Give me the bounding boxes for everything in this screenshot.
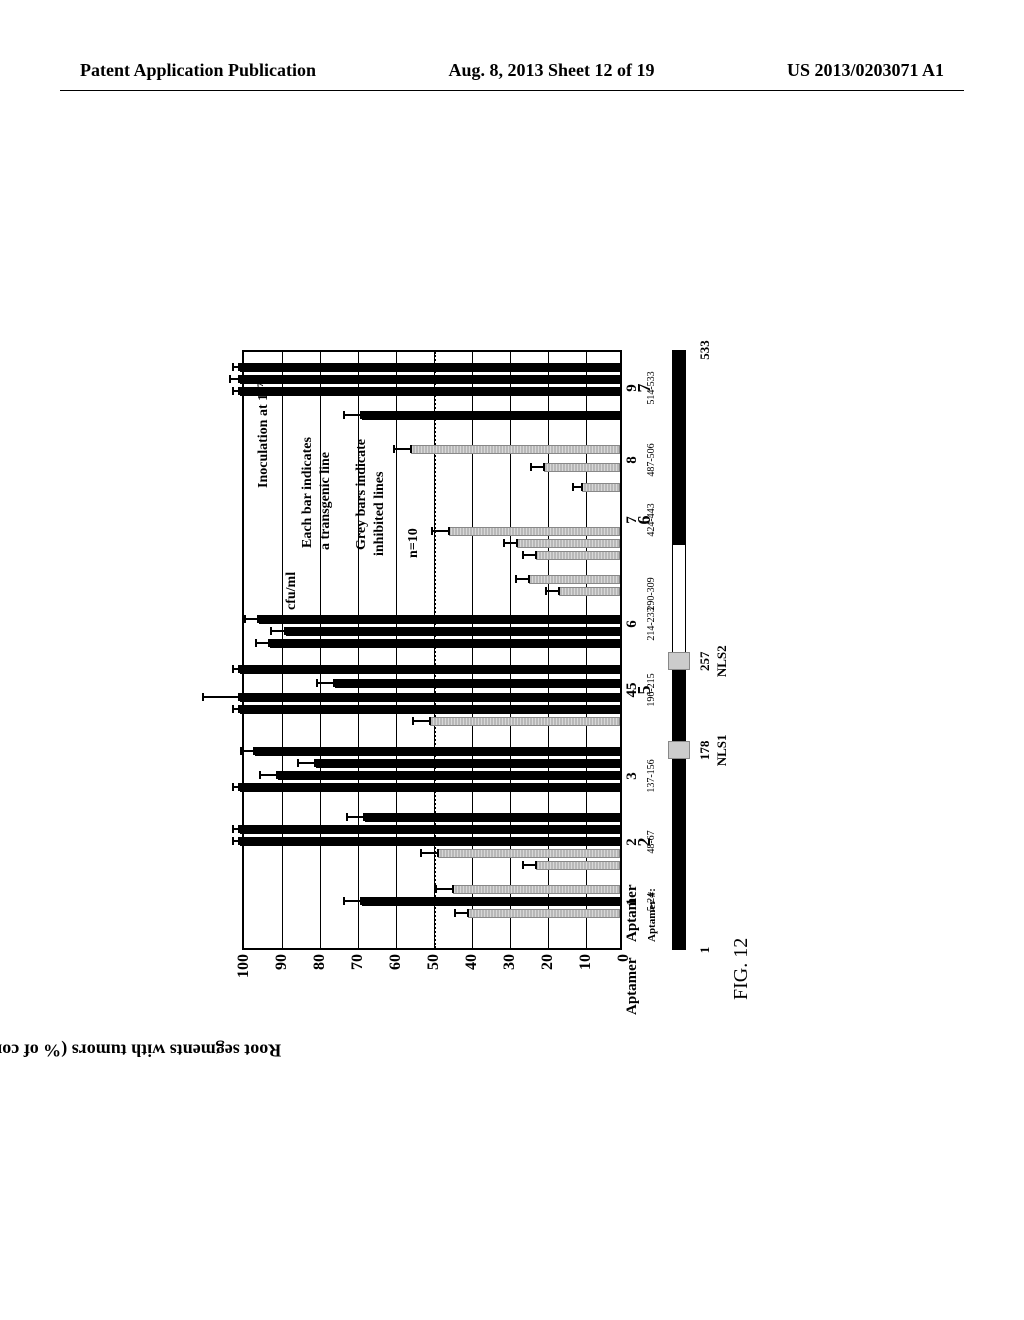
data-bar (438, 849, 620, 858)
aptamer-range: 487-506 (646, 443, 657, 476)
data-bar (316, 759, 620, 768)
data-bar (536, 551, 620, 560)
data-bar (362, 897, 620, 906)
data-bar (411, 445, 620, 454)
header-left: Patent Application Publication (80, 60, 316, 81)
y-tick-label: 80 (311, 954, 329, 970)
aptamer-range: 290-309 (646, 577, 657, 610)
nls-region (668, 741, 690, 759)
data-bar (259, 615, 620, 624)
data-bar (517, 539, 620, 548)
chart-plot-area: 0102030405060708090100Inoculation at 10⁷… (242, 350, 622, 950)
protein-position: 1 (697, 947, 713, 954)
aptamer-range: 137-156 (646, 759, 657, 792)
data-bar (536, 861, 620, 870)
data-bar (449, 527, 620, 536)
y-tick-label: 10 (577, 954, 595, 970)
data-bar (270, 639, 620, 648)
data-bar (240, 387, 620, 396)
chart-annotation: a transgenic line (318, 452, 334, 550)
protein-position: 257 (697, 652, 713, 672)
data-bar (365, 813, 620, 822)
data-bar (278, 771, 620, 780)
chart-annotation: Inoculation at 10⁷ (256, 383, 272, 488)
data-bar (544, 463, 620, 472)
data-bar (335, 679, 620, 688)
protein-segment (672, 350, 686, 545)
y-tick-label: 20 (539, 954, 557, 970)
aptamer-row-label: Aptamer (624, 958, 641, 1015)
data-bar (468, 909, 620, 918)
data-bar (240, 825, 620, 834)
chart-annotation: n=10 (406, 528, 422, 558)
y-tick-label: 60 (387, 954, 405, 970)
protein-diagram (664, 350, 694, 950)
y-tick-label: 50 (425, 954, 443, 970)
figure-label: FIG. 12 (730, 938, 753, 1000)
y-tick-label: 70 (349, 954, 367, 970)
data-bar (453, 885, 620, 894)
group-number: 7 (634, 384, 655, 393)
data-bar (240, 363, 620, 372)
threshold-line (434, 352, 436, 948)
chart-container: Root segments with tumors (% of control)… (232, 310, 792, 1010)
y-axis-title: Root segments with tumors (% of control) (0, 1040, 281, 1061)
y-tick-label: 100 (235, 954, 253, 978)
chart-annotation: Grey bars indicate (354, 439, 370, 550)
aptamer-number: 8 (624, 456, 641, 464)
data-bar (240, 783, 620, 792)
y-tick-label: 30 (501, 954, 519, 970)
aptamer-number: 1 (624, 898, 641, 906)
protein-position: 178 (697, 741, 713, 761)
aptamer-number: Aptamer (624, 885, 641, 942)
header-divider (60, 90, 964, 91)
data-bar (286, 627, 620, 636)
chart-annotation: inhibited lines (372, 472, 388, 556)
data-bar (559, 587, 620, 596)
protein-segment (672, 759, 686, 950)
aptamer-number: 3 (624, 772, 641, 780)
chart-annotation: cfu/ml (284, 572, 300, 610)
protein-position: 533 (697, 340, 713, 360)
data-bar (240, 375, 620, 384)
data-bar (529, 575, 620, 584)
data-bar (582, 483, 620, 492)
nls-label: NLS2 (714, 645, 730, 677)
protein-segment (672, 670, 686, 741)
data-bar (240, 837, 620, 846)
nls-region (668, 652, 690, 670)
data-bar (240, 693, 620, 702)
aptamer-range: 5-24 (646, 893, 657, 911)
y-tick-label: 40 (463, 954, 481, 970)
chart-annotation: Each bar indicates (300, 437, 316, 548)
y-tick-label: 90 (273, 954, 291, 970)
header-center: Aug. 8, 2013 Sheet 12 of 19 (449, 60, 655, 81)
group-number: 5 (634, 686, 655, 695)
group-number: 6 (634, 516, 655, 525)
data-bar (240, 705, 620, 714)
protein-segment (672, 545, 686, 652)
data-bar (255, 747, 620, 756)
data-bar (430, 717, 620, 726)
nls-label: NLS1 (714, 734, 730, 766)
header-right: US 2013/0203071 A1 (787, 60, 944, 81)
aptamer-number: 6 (624, 620, 641, 628)
data-bar (362, 411, 620, 420)
aptamer-range: 214-233 (646, 607, 657, 640)
data-bar (240, 665, 620, 674)
group-number: 2 (634, 838, 655, 847)
